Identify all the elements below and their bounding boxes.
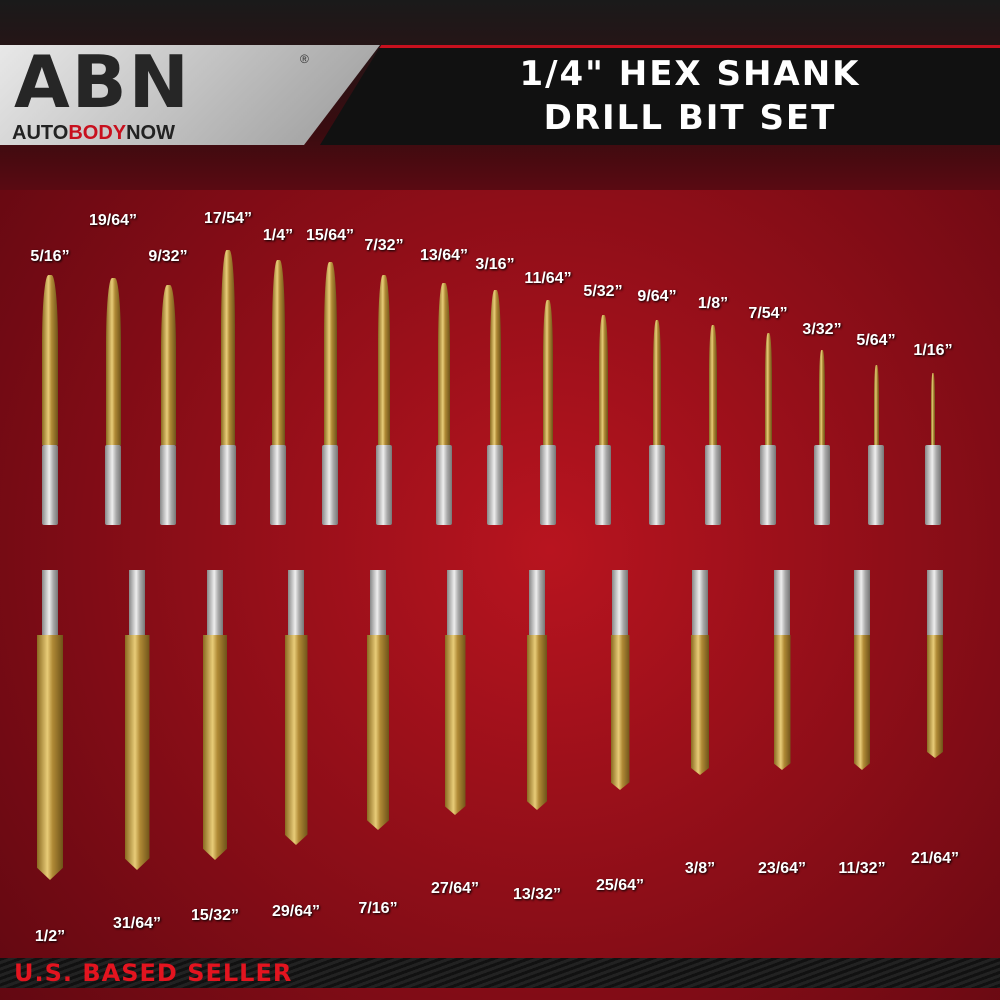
hex-shank <box>649 445 665 525</box>
hex-shank <box>540 445 556 525</box>
hex-shank <box>42 445 58 525</box>
hex-shank <box>760 445 776 525</box>
drill-bit <box>284 635 308 845</box>
size-label: 23/64” <box>757 860 807 877</box>
size-label: 1/4” <box>262 227 294 244</box>
size-label: 3/8” <box>684 860 716 877</box>
hex-shank <box>447 570 463 635</box>
size-label: 29/64” <box>271 903 321 920</box>
hex-shank <box>595 445 611 525</box>
hex-shank <box>927 570 943 635</box>
size-label: 5/32” <box>583 283 623 300</box>
hex-shank <box>270 445 286 525</box>
hex-shank <box>207 570 223 635</box>
size-label: 27/64” <box>430 880 480 897</box>
hex-shank <box>925 445 941 525</box>
size-label: 3/32” <box>802 321 842 338</box>
size-label: 15/32” <box>190 907 240 924</box>
logo-panel <box>0 45 380 145</box>
product-title: 1/4" HEX SHANK DRILL BIT SET <box>519 54 861 138</box>
size-label: 9/32” <box>148 248 188 265</box>
drill-bit <box>873 365 879 445</box>
footer-band: U.S. BASED SELLER <box>0 958 1000 988</box>
hex-shank <box>129 570 145 635</box>
size-label: 5/64” <box>856 332 896 349</box>
drill-bit <box>931 373 935 445</box>
hex-shank <box>705 445 721 525</box>
size-label: 7/54” <box>748 305 788 322</box>
drill-bit <box>489 290 501 445</box>
drill-bit <box>543 300 553 445</box>
title-panel <box>320 45 1000 145</box>
hex-shank <box>42 570 58 635</box>
drill-bit <box>764 333 772 445</box>
hex-shank <box>370 570 386 635</box>
drill-bit <box>323 262 337 445</box>
size-label: 31/64” <box>112 915 162 932</box>
hex-shank <box>376 445 392 525</box>
size-label: 1/8” <box>697 295 729 312</box>
drill-bit <box>854 635 870 770</box>
size-label: 15/64” <box>305 227 355 244</box>
brand-logo: ABN <box>14 40 191 124</box>
drill-bit <box>653 320 661 445</box>
hex-shank <box>868 445 884 525</box>
size-label: 11/64” <box>524 270 572 287</box>
size-label: 5/16” <box>30 248 70 265</box>
drill-bit <box>271 260 285 445</box>
size-label: 13/32” <box>512 886 562 903</box>
hex-shank <box>487 445 503 525</box>
hex-shank <box>774 570 790 635</box>
drill-bit <box>367 635 389 830</box>
hex-shank <box>692 570 708 635</box>
drill-bit <box>221 250 235 445</box>
size-label: 3/16” <box>475 256 515 273</box>
drill-bit <box>610 635 630 790</box>
drill-bit <box>927 635 943 758</box>
registered-mark: ® <box>300 52 309 66</box>
hex-shank <box>436 445 452 525</box>
hex-shank <box>854 570 870 635</box>
size-label: 9/64” <box>637 288 677 305</box>
size-label: 1/2” <box>34 928 66 945</box>
footer-text: U.S. BASED SELLER <box>14 959 293 987</box>
drill-bit <box>42 275 58 445</box>
drill-bit <box>378 275 390 445</box>
drill-bit <box>124 635 150 870</box>
size-label: 7/32” <box>364 237 404 254</box>
drill-bit <box>438 283 450 445</box>
drill-bit <box>105 278 121 445</box>
hex-shank <box>220 445 236 525</box>
drill-bit <box>160 285 176 445</box>
size-label: 21/64” <box>910 850 960 867</box>
drill-bit <box>37 635 63 880</box>
drill-bit <box>709 325 717 445</box>
hex-shank <box>814 445 830 525</box>
size-label: 17/54” <box>203 210 253 227</box>
drill-bit <box>527 635 547 810</box>
drill-bit <box>203 635 227 860</box>
size-label: 1/16” <box>913 342 953 359</box>
size-label: 11/32” <box>838 860 886 877</box>
size-label: 19/64” <box>88 212 138 229</box>
drill-bit <box>691 635 709 775</box>
hex-shank <box>612 570 628 635</box>
hex-shank <box>322 445 338 525</box>
hex-shank <box>529 570 545 635</box>
size-label: 13/64” <box>419 247 469 264</box>
drill-bit <box>819 350 825 445</box>
drill-bit <box>444 635 466 815</box>
size-label: 7/16” <box>358 900 398 917</box>
drill-bit <box>598 315 608 445</box>
hex-shank <box>105 445 121 525</box>
hex-shank <box>160 445 176 525</box>
hex-shank <box>288 570 304 635</box>
size-label: 25/64” <box>595 877 645 894</box>
brand-tagline: AUTOBODYNOW <box>12 122 175 144</box>
drill-bit <box>773 635 791 770</box>
